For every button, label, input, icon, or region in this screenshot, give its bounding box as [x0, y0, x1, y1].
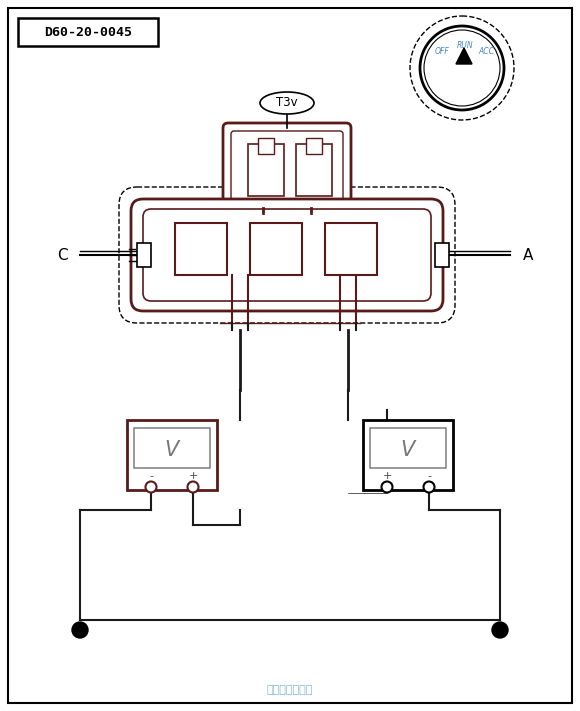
Bar: [18, 18, 158, 46]
Circle shape: [492, 622, 508, 638]
Bar: [137, 243, 151, 267]
Circle shape: [72, 622, 88, 638]
Text: +: +: [188, 471, 198, 481]
Circle shape: [146, 481, 157, 493]
Text: OFF: OFF: [434, 48, 450, 56]
Bar: [250, 223, 302, 275]
Bar: [370, 428, 446, 468]
Text: RUN: RUN: [456, 41, 473, 50]
FancyBboxPatch shape: [231, 131, 343, 205]
Text: D60-20-0045: D60-20-0045: [44, 26, 132, 38]
Bar: [258, 138, 274, 154]
Text: A: A: [523, 247, 533, 262]
FancyBboxPatch shape: [131, 199, 443, 311]
Text: +: +: [382, 471, 392, 481]
Text: 汽车维修技术网: 汽车维修技术网: [267, 685, 313, 695]
Circle shape: [420, 26, 504, 110]
Bar: [363, 420, 453, 490]
Bar: [127, 420, 217, 490]
Bar: [134, 428, 210, 468]
Text: ACC: ACC: [478, 48, 494, 56]
Ellipse shape: [260, 92, 314, 114]
FancyBboxPatch shape: [223, 123, 351, 213]
Text: V: V: [165, 440, 179, 460]
Bar: [435, 243, 449, 267]
Circle shape: [382, 481, 393, 493]
Circle shape: [410, 16, 514, 120]
Text: T3v: T3v: [276, 97, 298, 109]
Circle shape: [187, 481, 198, 493]
FancyBboxPatch shape: [143, 209, 431, 301]
Bar: [296, 144, 332, 196]
Bar: [248, 144, 284, 196]
Text: -: -: [427, 471, 431, 481]
FancyBboxPatch shape: [119, 187, 455, 323]
Bar: [325, 223, 377, 275]
Bar: [175, 223, 227, 275]
Text: -: -: [149, 471, 153, 481]
Text: C: C: [57, 247, 67, 262]
Text: V: V: [401, 440, 415, 460]
Circle shape: [423, 481, 434, 493]
Bar: [306, 138, 322, 154]
Polygon shape: [456, 48, 472, 64]
Circle shape: [424, 30, 500, 106]
